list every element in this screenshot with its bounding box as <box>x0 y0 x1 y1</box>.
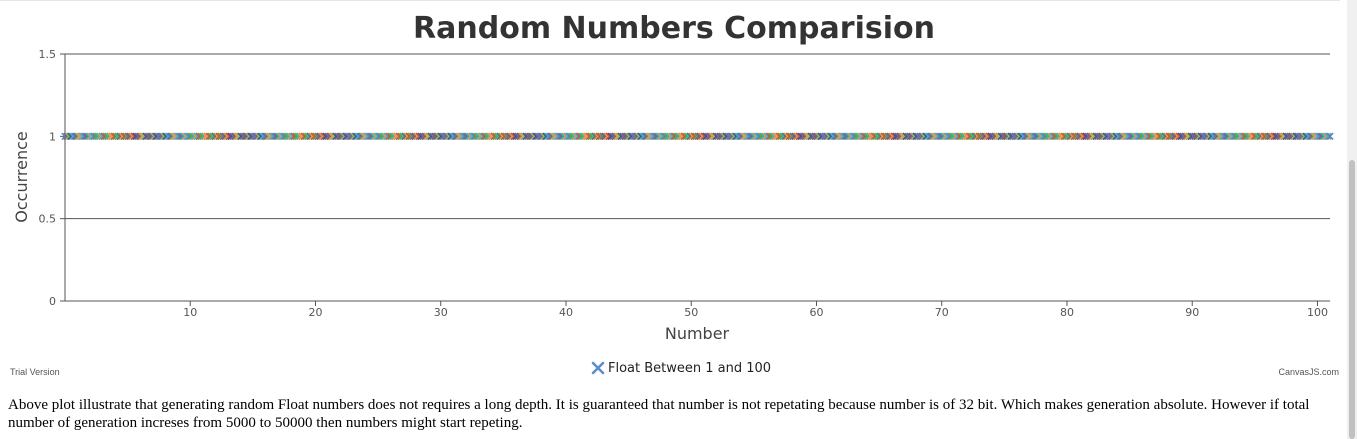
x-tick-label-8: 90 <box>1185 306 1199 319</box>
data-points <box>61 132 1334 141</box>
canvasjs-credit-link[interactable]: CanvasJS.com <box>1278 367 1339 377</box>
y-tick-label-2: 1 <box>49 130 56 143</box>
legend-label: Float Between 1 and 100 <box>608 360 772 376</box>
x-tick-label-3: 40 <box>559 306 573 319</box>
x-axis-title: Number <box>665 324 730 343</box>
y-tick-label-1: 0.5 <box>39 213 57 226</box>
legend[interactable]: Float Between 1 and 100 <box>590 360 771 376</box>
top-divider <box>0 0 1340 1</box>
axes <box>60 53 1330 306</box>
trial-version-label: Trial Version <box>10 367 60 377</box>
data-point <box>1326 132 1334 141</box>
page-scrollbar[interactable] <box>1347 0 1357 439</box>
x-tick-label-9: 100 <box>1307 306 1328 319</box>
scrollbar-thumb[interactable] <box>1349 160 1355 439</box>
cross-icon <box>591 361 605 375</box>
x-tick-label-5: 60 <box>809 306 823 319</box>
tick-labels: 0 0.5 1 1.5 10 20 30 40 50 60 70 80 90 100 <box>39 48 1328 319</box>
y-tick-label-3: 1.5 <box>39 48 57 61</box>
x-tick-label-2: 30 <box>434 306 448 319</box>
x-tick-label-6: 70 <box>935 306 949 319</box>
data-point <box>1324 132 1332 141</box>
x-tick-label-1: 20 <box>308 306 322 319</box>
x-tick-label-0: 10 <box>183 306 197 319</box>
x-tick-label-4: 50 <box>684 306 698 319</box>
y-tick-label-0: 0 <box>49 295 56 308</box>
x-tick-label-7: 80 <box>1060 306 1074 319</box>
y-axis-title: Occurrence <box>12 131 31 222</box>
chart: Random Numbers Comparision 0 0.5 1 1.5 10 20 3… <box>12 11 1334 343</box>
description-text: Above plot illustrate that generating ra… <box>8 397 1310 431</box>
chart-title: Random Numbers Comparision <box>413 11 935 46</box>
